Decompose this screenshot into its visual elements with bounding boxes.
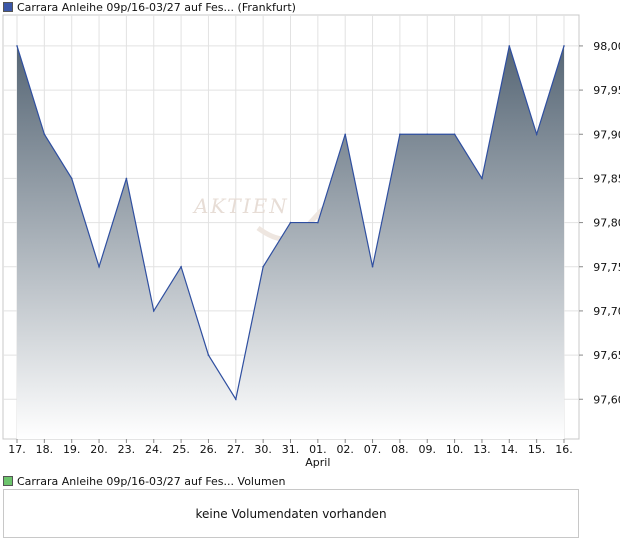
x-tick-label: 10. bbox=[446, 443, 464, 456]
y-tick-label: 98,00 bbox=[593, 40, 620, 53]
area-fill bbox=[17, 45, 564, 440]
data-point bbox=[207, 354, 210, 356]
y-tick-label: 97,75 bbox=[593, 261, 620, 274]
data-point bbox=[563, 45, 565, 47]
data-point bbox=[344, 133, 347, 136]
y-axis: 98,00 97,95 97,90 97,85 97,80 97,75 97,70 97,65… bbox=[579, 40, 620, 406]
data-point bbox=[453, 133, 456, 136]
x-month-label: April bbox=[305, 456, 330, 469]
x-tick-label: 08. bbox=[391, 443, 409, 456]
x-tick-label: 09. bbox=[419, 443, 437, 456]
x-tick-label: 23. bbox=[118, 443, 136, 456]
data-point bbox=[481, 177, 483, 180]
y-tick-label: 97,95 bbox=[593, 84, 620, 97]
y-tick-label: 97,90 bbox=[593, 128, 620, 141]
price-area bbox=[16, 45, 565, 440]
data-point bbox=[235, 398, 237, 401]
y-tick-label: 97,85 bbox=[593, 172, 620, 185]
x-tick-label: 17. bbox=[8, 443, 26, 456]
x-tick-label: 25. bbox=[172, 443, 190, 456]
data-point bbox=[399, 133, 401, 136]
data-point bbox=[262, 265, 264, 268]
data-point bbox=[426, 133, 429, 136]
data-point bbox=[317, 221, 319, 224]
x-tick-label: 30. bbox=[254, 443, 272, 456]
data-point bbox=[125, 177, 128, 180]
x-tick-label: 16. bbox=[555, 443, 573, 456]
data-point bbox=[289, 221, 292, 224]
x-tick-label: 13. bbox=[473, 443, 491, 456]
data-point bbox=[180, 265, 182, 268]
volume-legend-label: Carrara Anleihe 09p/16-03/27 auf Fes... … bbox=[17, 474, 286, 488]
x-tick-label: 14. bbox=[501, 443, 519, 456]
data-point bbox=[43, 133, 46, 136]
x-tick-label: 18. bbox=[36, 443, 54, 456]
data-point bbox=[98, 265, 100, 268]
x-tick-label: 19. bbox=[63, 443, 81, 456]
volume-legend: Carrara Anleihe 09p/16-03/27 auf Fes... … bbox=[3, 474, 285, 488]
y-tick-label: 97,80 bbox=[593, 217, 620, 230]
volume-legend-swatch bbox=[3, 476, 13, 486]
price-legend-swatch bbox=[3, 2, 13, 12]
x-tick-label: 31. bbox=[282, 443, 300, 456]
data-point bbox=[70, 177, 73, 180]
x-tick-label: 01. bbox=[309, 443, 327, 456]
x-tick-label: 27. bbox=[227, 443, 245, 456]
price-chart: AKTIEN 98,00 97,95 97,90 97,85 97,80 97,75 97,… bbox=[2, 14, 620, 469]
x-tick-label: 26. bbox=[200, 443, 218, 456]
price-legend: Carrara Anleihe 09p/16-03/27 auf Fes... … bbox=[3, 0, 296, 14]
price-legend-label: Carrara Anleihe 09p/16-03/27 auf Fes... … bbox=[17, 0, 296, 14]
x-axis: 17. 18. 19. 20. 23. 24. 25. 26. 27. 30. 31. 01.Apri… bbox=[8, 439, 573, 469]
y-tick-label: 97,70 bbox=[593, 305, 620, 318]
x-tick-label: 24. bbox=[145, 443, 163, 456]
y-tick-label: 97,60 bbox=[593, 393, 620, 406]
data-point bbox=[508, 45, 511, 47]
watermark-text: AKTIEN bbox=[192, 194, 289, 218]
x-tick-label: 02. bbox=[336, 443, 354, 456]
data-point bbox=[371, 265, 374, 268]
x-tick-label: 20. bbox=[90, 443, 108, 456]
data-point bbox=[16, 45, 18, 47]
x-tick-label: 07. bbox=[364, 443, 382, 456]
volume-panel: keine Volumendaten vorhanden bbox=[3, 489, 579, 538]
volume-empty-message: keine Volumendaten vorhanden bbox=[195, 506, 387, 521]
data-point bbox=[152, 310, 155, 312]
y-tick-label: 97,65 bbox=[593, 349, 620, 362]
x-tick-label: 15. bbox=[528, 443, 546, 456]
data-point bbox=[535, 133, 538, 136]
